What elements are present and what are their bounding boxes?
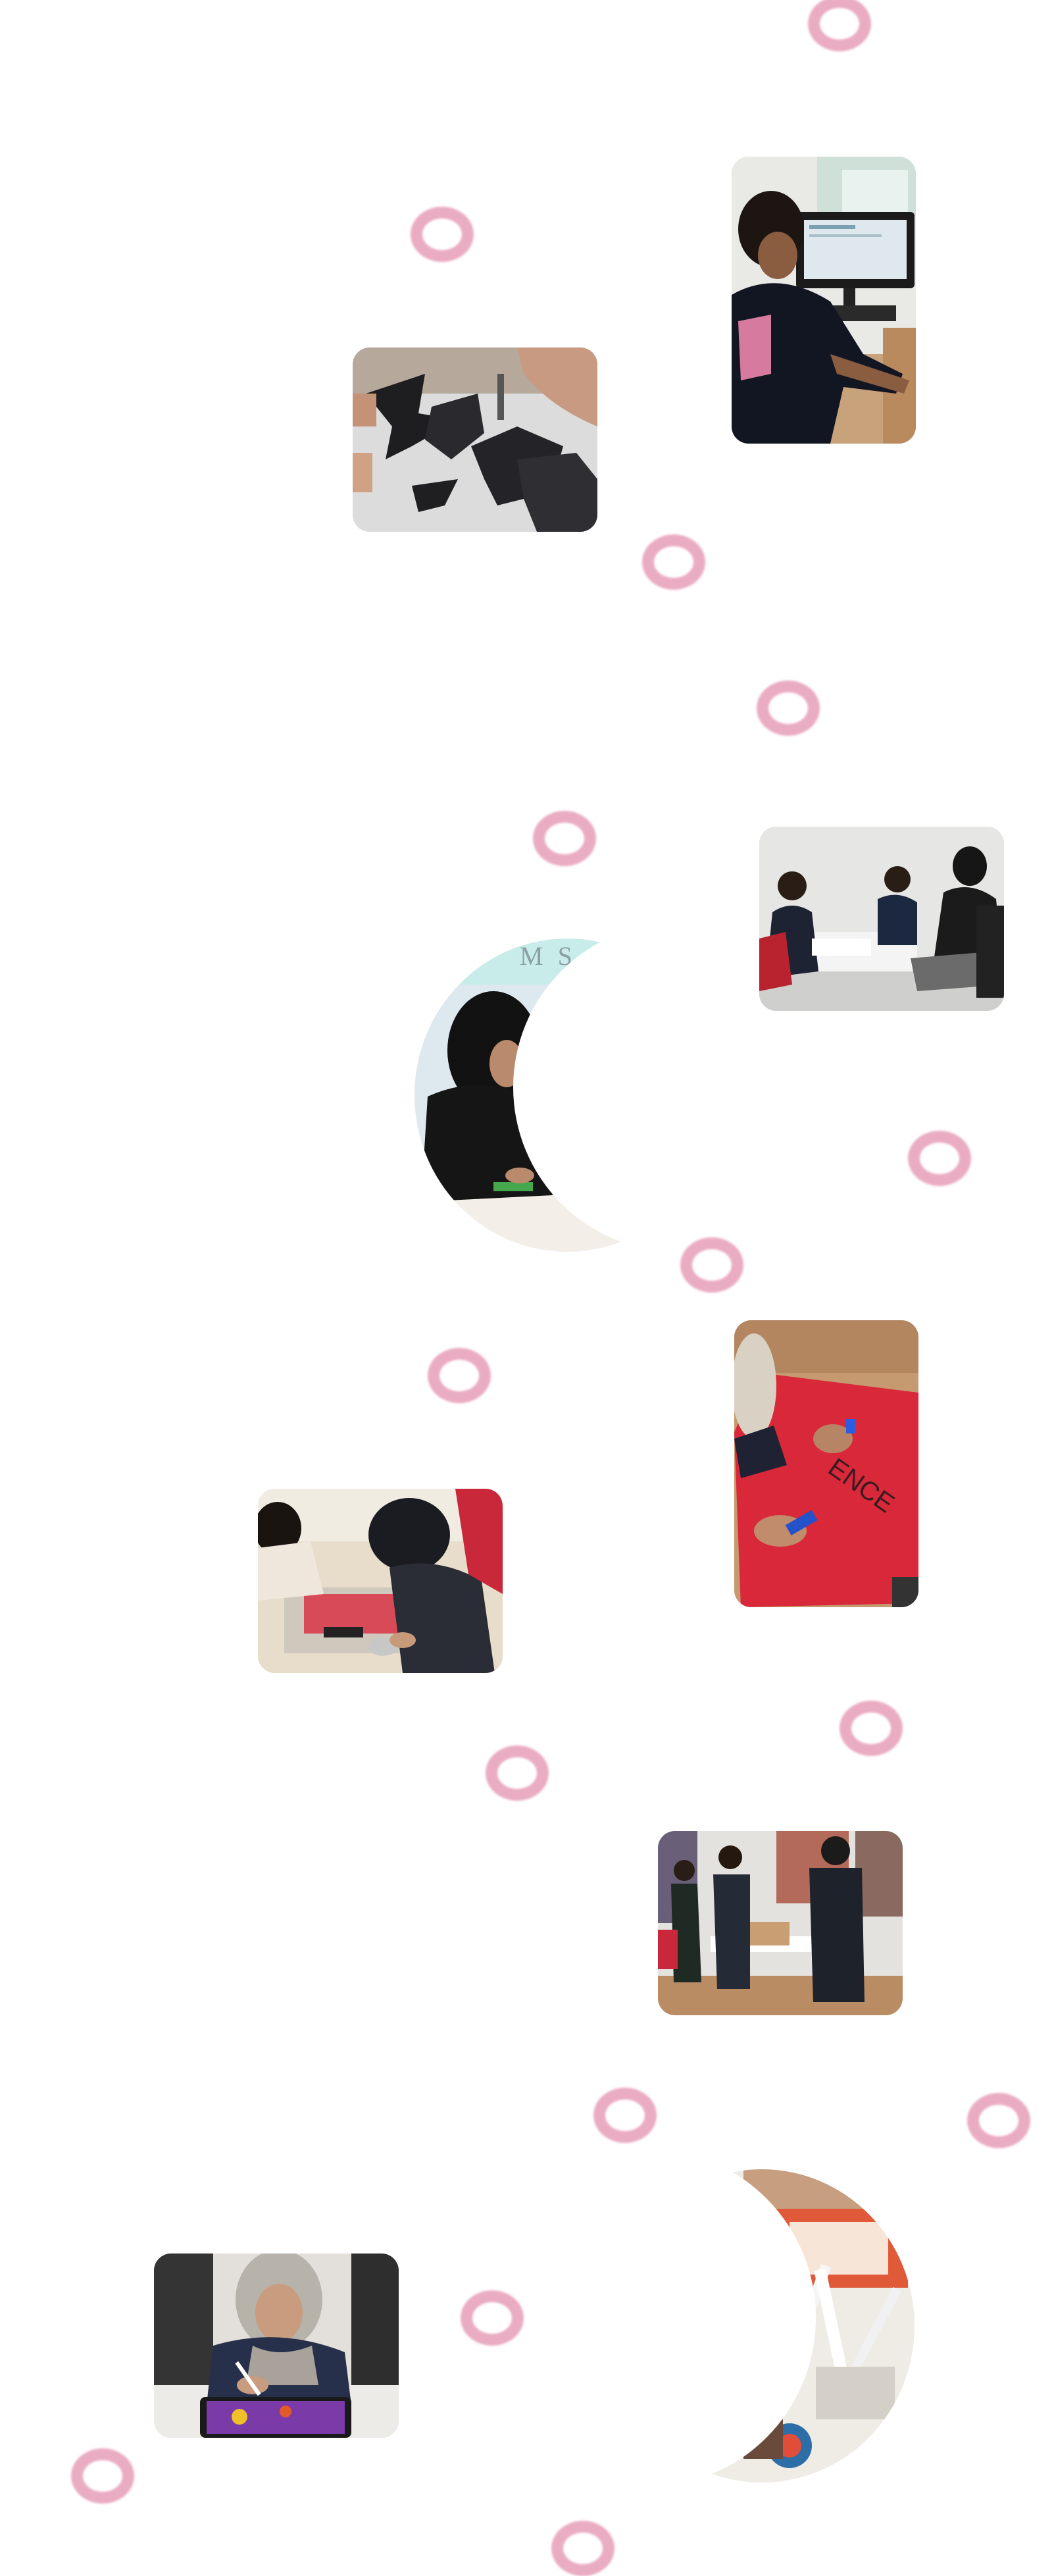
pink-ring-icon — [411, 207, 474, 262]
tablet-drawing-photo — [154, 2254, 399, 2438]
seated-group-photo — [759, 827, 1004, 1011]
pink-ring-icon — [808, 0, 871, 51]
pink-ring-icon — [642, 534, 705, 590]
student-at-computer-photo — [732, 157, 916, 444]
pink-ring-icon — [533, 811, 596, 866]
pink-ring-icon — [461, 2290, 524, 2346]
black-paper-cutouts-photo — [353, 348, 597, 532]
pink-ring-icon — [908, 1131, 971, 1186]
pink-ring-icon — [757, 681, 820, 736]
pink-ring-icon — [71, 2448, 134, 2504]
red-banner-painting-photo: ENCE — [734, 1320, 918, 1607]
pink-ring-icon — [680, 1237, 743, 1293]
table-craft-photo — [258, 1489, 503, 1673]
pink-ring-icon — [840, 1701, 903, 1756]
classroom-boxes-photo — [658, 1831, 903, 2015]
pink-ring-icon — [428, 1348, 491, 1403]
pink-ring-icon — [967, 2093, 1030, 2148]
pink-ring-icon — [593, 2088, 657, 2143]
svg-text:M S: M S — [520, 941, 576, 971]
crescent-art-supplies-photo — [665, 2169, 915, 2483]
crescent-hijab-student-photo: M S — [414, 939, 665, 1252]
pink-ring-icon — [486, 1745, 549, 1801]
pink-ring-icon — [551, 2521, 615, 2576]
